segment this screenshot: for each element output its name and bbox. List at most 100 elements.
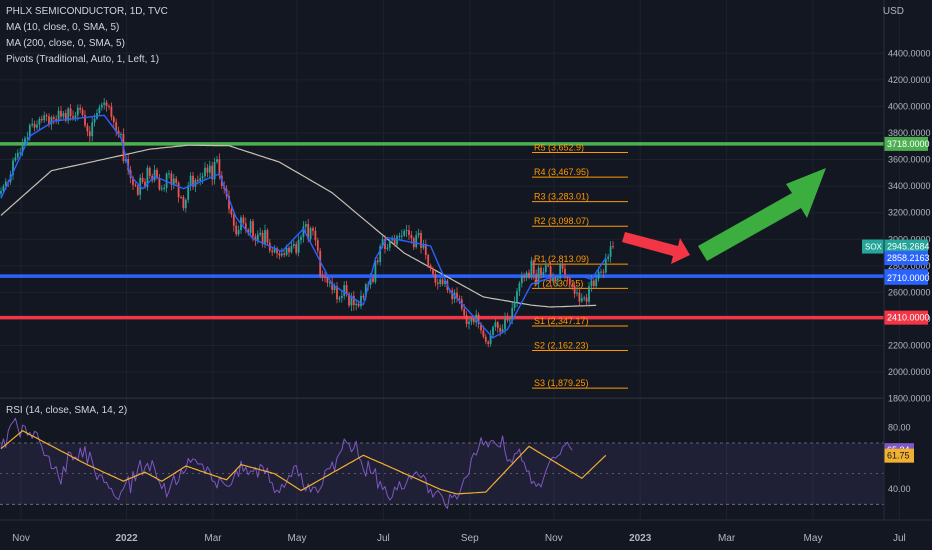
candle-body xyxy=(427,254,430,266)
candle-body xyxy=(300,236,302,241)
candle-body xyxy=(38,118,41,125)
candle-body xyxy=(48,116,50,125)
candle-body xyxy=(93,118,96,123)
candle-body xyxy=(391,238,394,241)
price-tick-label: 2600.0000 xyxy=(888,287,931,297)
candle-body xyxy=(357,303,360,307)
candle-body xyxy=(468,321,470,325)
candle-body xyxy=(62,112,65,117)
candle-body xyxy=(542,271,545,275)
candle-body xyxy=(211,165,214,180)
candle-body xyxy=(206,167,209,173)
candle-body xyxy=(45,115,48,117)
candle-body xyxy=(379,246,382,262)
candle-body xyxy=(583,297,586,299)
candle-body xyxy=(36,124,38,128)
candle-body xyxy=(105,102,108,106)
candle-body xyxy=(564,268,566,278)
candle-body xyxy=(566,277,569,279)
candle-body xyxy=(352,295,355,306)
candle-body xyxy=(523,275,526,278)
candle-body xyxy=(547,265,550,267)
candle-body xyxy=(67,108,70,121)
candle-body xyxy=(266,230,269,243)
candle-body xyxy=(552,277,554,282)
candle-body xyxy=(516,291,518,303)
time-tick-label: Mar xyxy=(204,533,222,544)
candle-body xyxy=(28,125,31,138)
candle-body xyxy=(576,292,578,294)
candle-body xyxy=(115,122,118,131)
candle-body xyxy=(192,175,194,187)
candle-body xyxy=(319,250,322,277)
candle-body xyxy=(182,197,185,209)
candle-body xyxy=(64,112,67,121)
candle-body xyxy=(148,167,151,176)
candle-body xyxy=(487,341,490,344)
time-tick-label: Nov xyxy=(545,533,563,544)
price-tick-label: 4000.0000 xyxy=(888,101,931,111)
candle-body xyxy=(218,159,221,176)
candle-body xyxy=(328,282,331,284)
rsi-tick-label: 40.00 xyxy=(888,484,911,494)
level-badge xyxy=(884,310,928,325)
candle-body xyxy=(256,234,259,241)
candle-body xyxy=(537,267,540,284)
candle-body xyxy=(441,279,444,285)
rsi-tick-label: 80.00 xyxy=(888,423,911,433)
price-badge-label: 2710.0000 xyxy=(887,273,930,283)
candle-body xyxy=(477,314,480,324)
price-badge xyxy=(884,270,928,285)
candle-body xyxy=(417,232,420,236)
candle-body xyxy=(163,187,166,189)
candle-body xyxy=(530,260,533,278)
symbol-tag xyxy=(862,239,884,254)
candle-body xyxy=(12,160,14,175)
candle-body xyxy=(204,167,206,177)
price-tick-label: 3600.0000 xyxy=(888,155,931,165)
pivot-label: R4 (3,467.95) xyxy=(534,167,589,177)
candle-body xyxy=(249,221,252,233)
candle-body xyxy=(492,326,494,335)
candle-body xyxy=(276,248,278,254)
candle-body xyxy=(386,247,389,250)
level-badge-label: 3718.0000 xyxy=(887,139,930,149)
annotation-arrows xyxy=(622,168,826,264)
candle-body xyxy=(285,247,288,255)
candle-body xyxy=(422,244,425,248)
candle-body xyxy=(0,191,2,194)
candle-body xyxy=(482,330,485,337)
candle-body xyxy=(288,247,290,253)
candle-body xyxy=(496,322,499,328)
candle-body xyxy=(592,280,595,286)
price-badge-label: 2858.2163 xyxy=(887,253,930,263)
pivot-label: S2 (2,162.23) xyxy=(534,341,589,351)
candle-body xyxy=(408,230,410,236)
price-tick-label: 2200.0000 xyxy=(888,341,931,351)
price-tick-label: 3200.0000 xyxy=(888,208,931,218)
candle-body xyxy=(98,107,101,113)
candle-body xyxy=(91,122,94,137)
candle-body xyxy=(348,293,350,306)
price-badge xyxy=(884,251,928,266)
candle-body xyxy=(535,273,538,284)
candle-body xyxy=(436,282,439,284)
candle-body xyxy=(511,307,514,320)
candle-body xyxy=(259,232,262,235)
candle-body xyxy=(175,178,178,183)
candle-body xyxy=(549,266,552,282)
candle-body xyxy=(21,142,24,153)
candle-body xyxy=(343,285,346,296)
candle-body xyxy=(573,286,576,294)
pivot-label: R3 (3,283.01) xyxy=(534,192,589,202)
pivot-label: R5 (3,652.9) xyxy=(534,143,584,153)
candle-body xyxy=(369,278,372,285)
time-tick-label: May xyxy=(804,533,823,544)
candle-body xyxy=(489,334,492,344)
candle-body xyxy=(292,244,295,246)
candle-body xyxy=(201,176,204,179)
candle-body xyxy=(72,116,74,118)
pivot-label: R2 (3,098.07) xyxy=(534,216,589,226)
